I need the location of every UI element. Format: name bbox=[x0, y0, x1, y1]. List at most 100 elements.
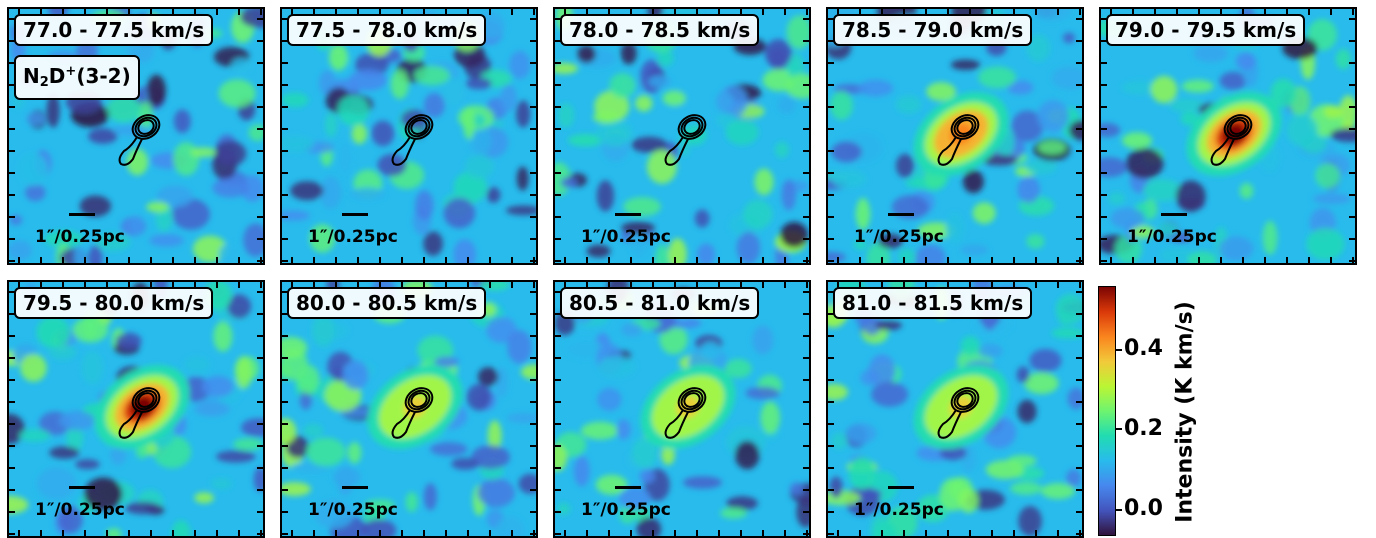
noise-blob bbox=[88, 128, 118, 144]
noise-blob bbox=[620, 42, 637, 65]
noise-blob bbox=[777, 95, 796, 114]
scale-bar bbox=[69, 213, 95, 216]
noise-blob bbox=[1067, 387, 1082, 410]
noise-blob bbox=[972, 202, 996, 224]
noise-blob bbox=[639, 468, 655, 484]
noise-blob bbox=[977, 343, 1003, 359]
noise-blob bbox=[125, 501, 161, 515]
noise-blob bbox=[202, 375, 234, 398]
scale-bar bbox=[615, 213, 641, 216]
noise-blob bbox=[1101, 157, 1128, 178]
noise-blob bbox=[282, 482, 311, 497]
noise-blob bbox=[495, 516, 525, 536]
continuum-contour bbox=[683, 392, 701, 408]
noise-blob bbox=[846, 422, 877, 444]
noise-blob bbox=[74, 244, 87, 263]
noise-blob bbox=[565, 340, 606, 359]
noise-blob bbox=[715, 91, 734, 112]
noise-blob bbox=[595, 474, 628, 495]
noise-blob bbox=[1235, 52, 1256, 71]
colorbar-tick-label: 0.0 bbox=[1124, 496, 1163, 521]
noise-blob bbox=[423, 231, 443, 256]
noise-blob bbox=[500, 84, 518, 112]
noise-blob bbox=[333, 467, 361, 488]
noise-blob bbox=[507, 330, 532, 364]
noise-blob bbox=[1143, 179, 1182, 202]
noise-blob bbox=[878, 233, 903, 249]
intensity-map bbox=[9, 282, 263, 536]
channel-map-panel: 77.5 - 78.0 km/s 1″/0.25pc bbox=[280, 7, 538, 265]
noise-blob bbox=[1025, 158, 1057, 175]
colorbar-tick-label: 0.4 bbox=[1124, 336, 1163, 361]
noise-blob bbox=[59, 410, 96, 431]
noise-blob bbox=[752, 325, 774, 355]
noise-blob bbox=[466, 383, 492, 411]
noise-blob bbox=[521, 364, 536, 380]
colorbar-tick bbox=[1116, 509, 1122, 511]
noise-blob bbox=[668, 238, 687, 263]
noise-blob bbox=[734, 440, 760, 470]
noise-blob bbox=[235, 356, 253, 389]
noise-blob bbox=[754, 168, 774, 196]
noise-blob bbox=[1069, 120, 1082, 141]
channel-map-panel: 78.5 - 79.0 km/s 1″/0.25pc bbox=[826, 7, 1084, 265]
scale-bar-label: 1″/0.25pc bbox=[854, 500, 944, 520]
colorbar-tick bbox=[1116, 428, 1122, 430]
continuum-contour bbox=[410, 392, 428, 408]
noise-blob bbox=[1051, 66, 1082, 90]
noise-blob bbox=[325, 112, 338, 138]
noise-blob bbox=[1130, 225, 1155, 239]
noise-blob bbox=[1010, 482, 1042, 495]
colorbar-tick bbox=[1116, 349, 1122, 351]
noise-blob bbox=[19, 429, 51, 442]
noise-blob bbox=[871, 381, 909, 407]
continuum-contour bbox=[410, 119, 428, 135]
noise-blob bbox=[616, 419, 631, 440]
noise-blob bbox=[1055, 293, 1082, 325]
noise-blob bbox=[516, 100, 531, 128]
noise-blob bbox=[442, 77, 464, 107]
noise-blob bbox=[1029, 348, 1062, 373]
noise-blob bbox=[462, 106, 476, 140]
noise-blob bbox=[44, 230, 84, 248]
noise-blob bbox=[156, 185, 193, 208]
noise-blob bbox=[958, 488, 979, 513]
noise-blob bbox=[898, 248, 916, 263]
noise-blob bbox=[1017, 176, 1040, 204]
noise-blob bbox=[960, 244, 989, 256]
noise-blob bbox=[631, 437, 658, 469]
noise-blob bbox=[657, 50, 674, 67]
continuum-contour bbox=[137, 392, 155, 408]
noise-blob bbox=[1037, 140, 1067, 155]
noise-blob bbox=[555, 62, 578, 74]
noise-blob bbox=[173, 142, 200, 176]
scale-bar bbox=[888, 486, 914, 489]
continuum-contour bbox=[391, 409, 416, 439]
noise-blob bbox=[1115, 235, 1142, 263]
noise-blob bbox=[780, 222, 809, 248]
noise-blob bbox=[465, 77, 492, 90]
noise-blob bbox=[106, 96, 142, 123]
noise-blob bbox=[81, 351, 103, 385]
noise-blob bbox=[828, 383, 848, 401]
scale-bar bbox=[1161, 213, 1187, 216]
continuum-contour bbox=[137, 119, 155, 135]
noise-blob bbox=[48, 344, 77, 360]
noise-blob bbox=[451, 457, 479, 470]
noise-blob bbox=[46, 93, 60, 128]
noise-blob bbox=[831, 141, 862, 163]
noise-blob bbox=[1270, 78, 1297, 108]
noise-blob bbox=[216, 450, 256, 463]
noise-blob bbox=[487, 420, 502, 452]
noise-blob bbox=[745, 386, 780, 400]
noise-blob bbox=[1330, 127, 1355, 142]
noise-blob bbox=[423, 92, 445, 118]
noise-blob bbox=[218, 79, 256, 108]
noise-blob bbox=[1011, 110, 1044, 142]
noise-blob bbox=[486, 317, 517, 343]
noise-blob bbox=[760, 401, 781, 434]
noise-blob bbox=[479, 282, 510, 291]
noise-blob bbox=[598, 356, 636, 378]
noise-blob bbox=[282, 336, 308, 359]
noise-blob bbox=[1218, 236, 1254, 261]
